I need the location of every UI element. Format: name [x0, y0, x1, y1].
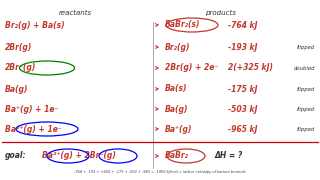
Text: Br₂(g) + Ba(s): Br₂(g) + Ba(s) — [5, 21, 65, 30]
Text: 2Br⁻(g): 2Br⁻(g) — [5, 64, 36, 73]
Text: ΔH = ?: ΔH = ? — [214, 152, 242, 161]
Text: products: products — [204, 10, 236, 16]
Text: flipped: flipped — [297, 127, 315, 132]
Text: -764 kJ: -764 kJ — [228, 21, 258, 30]
Text: -503 kJ: -503 kJ — [228, 105, 258, 114]
Text: Ba(g): Ba(g) — [165, 105, 188, 114]
Text: goal:: goal: — [5, 152, 27, 161]
Text: BaBr₂: BaBr₂ — [165, 152, 189, 161]
Text: Ba⁺(g): Ba⁺(g) — [165, 125, 193, 134]
Text: doubled: doubled — [293, 66, 315, 71]
Text: Ba(g): Ba(g) — [5, 84, 28, 93]
Text: Ba⁺(g) + 1e⁻: Ba⁺(g) + 1e⁻ — [5, 105, 59, 114]
Text: Ba²⁺(g) + 2Br⁻(g): Ba²⁺(g) + 2Br⁻(g) — [42, 152, 116, 161]
Text: -175 kJ: -175 kJ — [228, 84, 258, 93]
Text: reactants: reactants — [59, 10, 92, 16]
Text: -764 + -193 + +650 + -175 + -503 + -965 = -1950 kJ/mol = lattice enthalpy of bar: -764 + -193 + +650 + -175 + -503 + -965 … — [74, 170, 246, 174]
Text: Br₂(g): Br₂(g) — [165, 42, 190, 51]
Text: BaBr₂(s): BaBr₂(s) — [165, 21, 201, 30]
Text: flipped: flipped — [297, 87, 315, 91]
Text: 2Br(g) + 2e⁻: 2Br(g) + 2e⁻ — [165, 64, 218, 73]
Text: -193 kJ: -193 kJ — [228, 42, 258, 51]
Text: -965 kJ: -965 kJ — [228, 125, 258, 134]
Text: flipped: flipped — [297, 107, 315, 111]
Text: 2(+325 kJ): 2(+325 kJ) — [228, 64, 273, 73]
Text: flipped: flipped — [297, 44, 315, 50]
Text: Ba(s): Ba(s) — [165, 84, 188, 93]
Text: Ba²⁺(g) + 1e⁻: Ba²⁺(g) + 1e⁻ — [5, 125, 62, 134]
Text: 2Br(g): 2Br(g) — [5, 42, 32, 51]
